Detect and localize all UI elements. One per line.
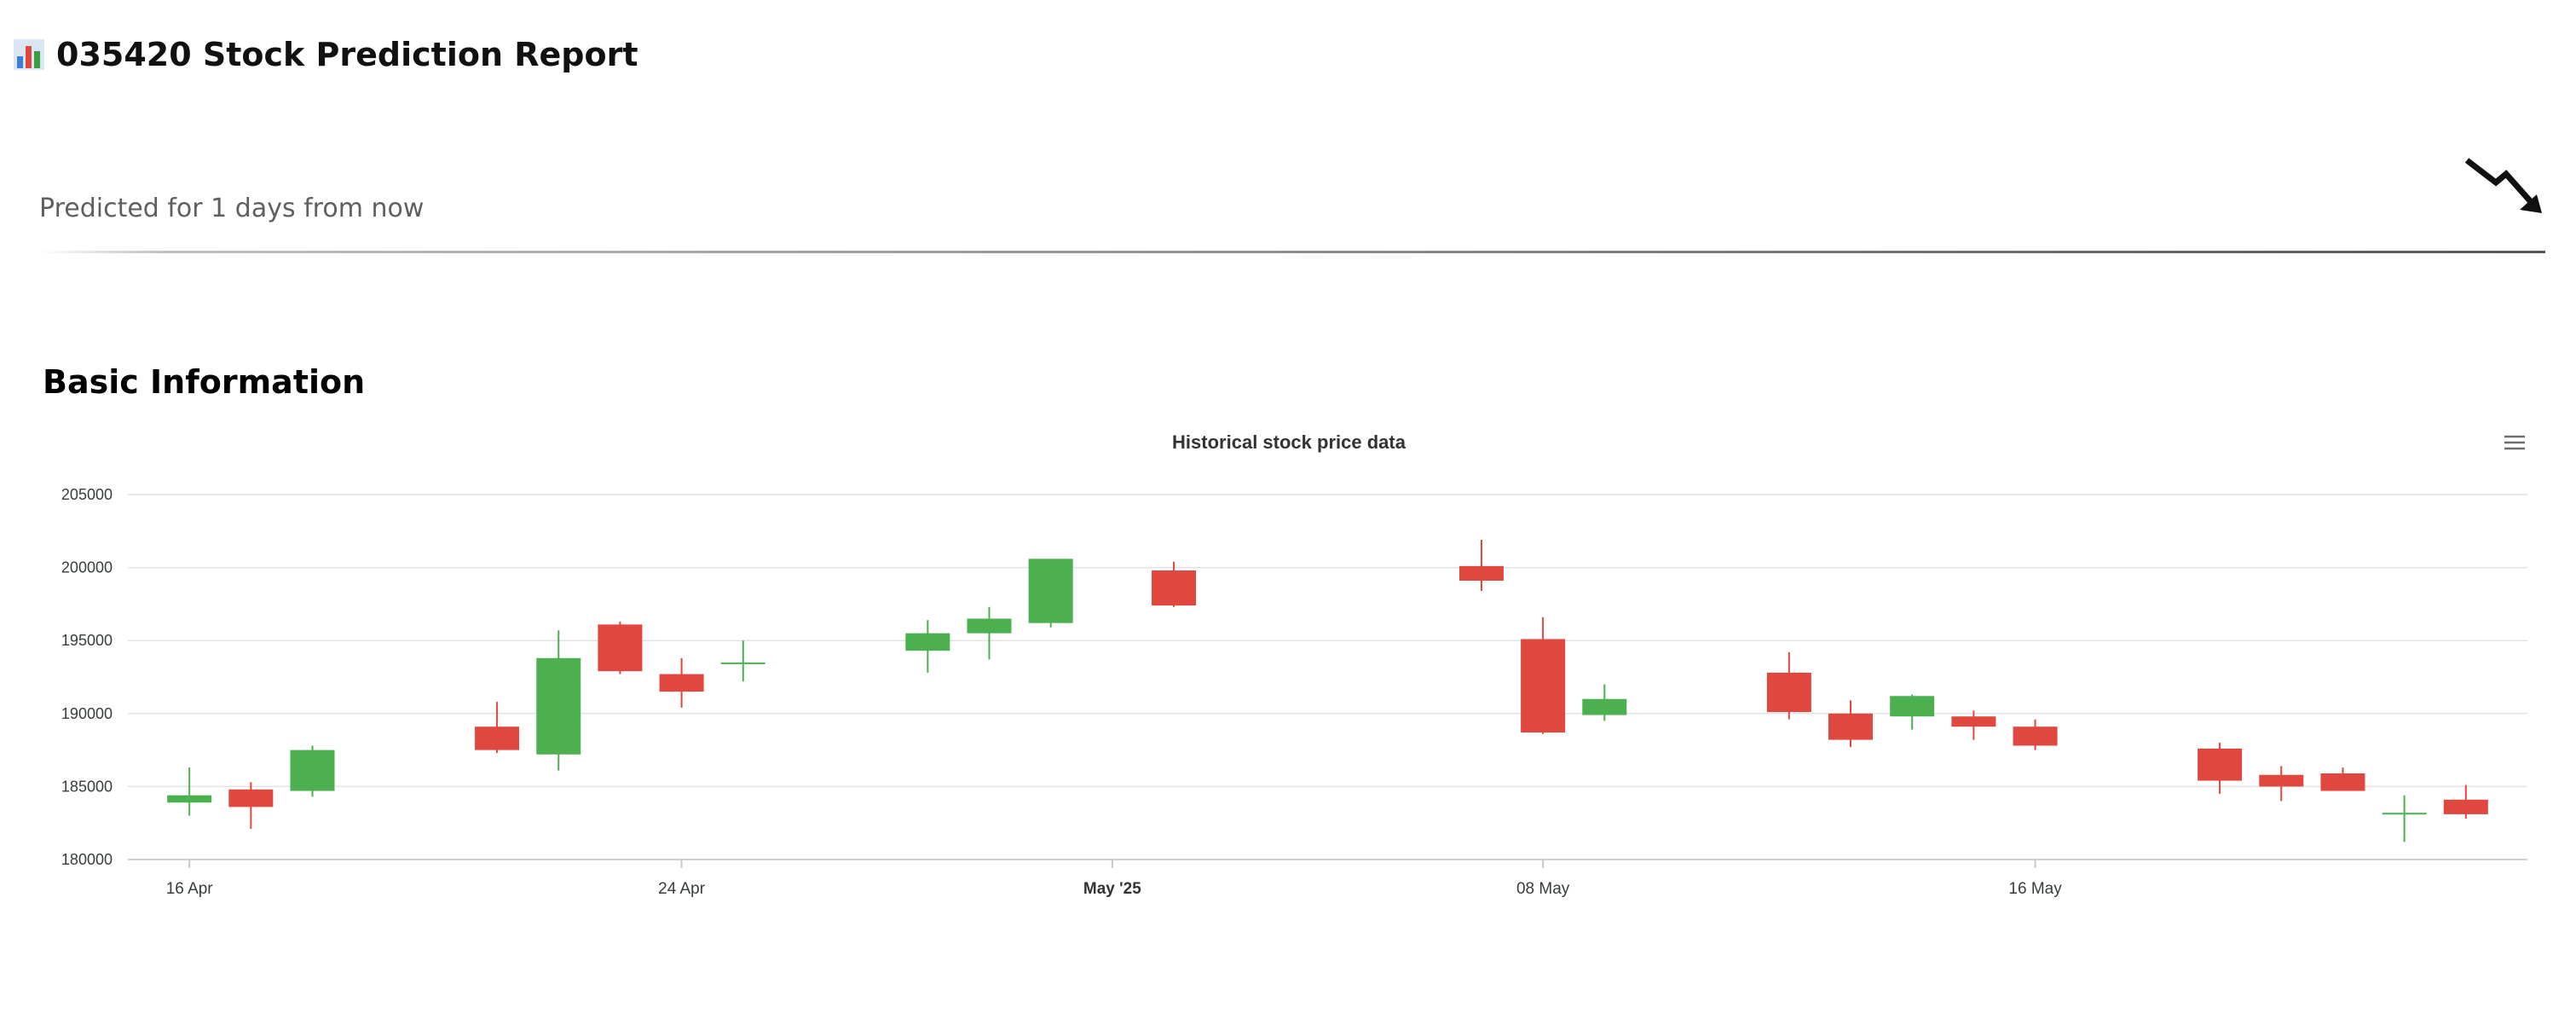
- candle-body: [1028, 559, 1073, 623]
- candle: [1521, 616, 1566, 734]
- candle-body: [2259, 774, 2304, 787]
- chart-title: Historical stock price data: [1172, 431, 1406, 453]
- candle: [1582, 684, 1627, 721]
- page-title: 035420 Stock Prediction Report: [14, 31, 638, 78]
- candle-body: [1458, 565, 1504, 582]
- candle: [2259, 766, 2304, 802]
- y-tick-label: 180000: [61, 851, 113, 868]
- candle: [2443, 784, 2488, 819]
- candle-body: [720, 662, 765, 664]
- candle-body: [167, 795, 212, 803]
- candle-body: [290, 750, 335, 791]
- y-tick-label: 190000: [61, 705, 113, 722]
- divider: [39, 251, 2545, 253]
- y-tick-label: 205000: [61, 486, 113, 503]
- candle: [1152, 561, 1197, 607]
- prediction-card: Predicted for 1 days from now: [39, 153, 2545, 254]
- section-heading-basic-information: Basic Information: [43, 363, 366, 401]
- candle-body: [2013, 726, 2058, 746]
- candle: [475, 702, 520, 754]
- x-tick-label: 16 Apr: [166, 880, 214, 898]
- candle: [1458, 540, 1504, 591]
- y-axis: 205000 200000 195000 190000 185000 180000: [61, 486, 113, 868]
- candle: [659, 657, 704, 708]
- candle: [2013, 719, 2058, 750]
- x-tick-label: 08 May: [1516, 880, 1570, 898]
- x-tick-label: May '25: [1083, 880, 1141, 898]
- candle: [720, 640, 765, 682]
- candle-body: [2443, 799, 2488, 814]
- chart-svg: Historical stock price data 205000 200000…: [61, 430, 2528, 898]
- candle-body: [1828, 713, 1874, 740]
- candle: [1951, 710, 1996, 740]
- grid: [128, 494, 2527, 860]
- candle: [1890, 694, 1935, 730]
- prediction-label: Predicted for 1 days from now: [39, 194, 425, 223]
- candles: [167, 540, 2488, 842]
- candle-body: [2320, 773, 2365, 791]
- candle: [1766, 651, 1811, 720]
- candle-body: [1890, 696, 1935, 717]
- page-title-text: 035420 Stock Prediction Report: [56, 36, 638, 73]
- candle-body: [2382, 813, 2427, 815]
- y-tick-label: 185000: [61, 778, 113, 795]
- candle: [167, 767, 212, 816]
- candle-body: [1152, 570, 1197, 606]
- candle: [536, 630, 581, 771]
- x-axis: 16 Apr 24 Apr May '25 08 May 16 May: [166, 860, 2062, 898]
- candle: [967, 606, 1012, 660]
- candle-body: [967, 618, 1012, 634]
- candle: [2198, 743, 2243, 794]
- y-tick-label: 195000: [61, 632, 113, 649]
- candle-body: [659, 674, 704, 692]
- candle-body: [228, 789, 274, 808]
- candle: [598, 621, 643, 674]
- candle: [290, 745, 335, 797]
- candle-body: [1951, 716, 1996, 727]
- candle-body: [475, 726, 520, 750]
- candlestick-chart: Historical stock price data 205000 200000…: [17, 418, 2557, 929]
- candle-body: [1582, 698, 1627, 715]
- candle-body: [536, 657, 581, 755]
- x-tick-label: 16 May: [2008, 880, 2062, 898]
- candle: [1028, 559, 1073, 628]
- candle-body: [1521, 639, 1566, 733]
- trend-down-arrow-icon: [2464, 158, 2542, 213]
- candle-body: [2198, 748, 2243, 781]
- candle: [2320, 767, 2365, 791]
- chart-menu-icon[interactable]: [2501, 430, 2528, 455]
- candle: [1828, 700, 1874, 748]
- candle: [2382, 795, 2427, 842]
- candle-body: [598, 624, 643, 672]
- bar-chart-icon: [14, 39, 44, 70]
- candle-body: [1766, 672, 1811, 713]
- candle-body: [905, 633, 950, 651]
- candle: [905, 620, 950, 673]
- candle: [228, 782, 274, 830]
- x-tick-label: 24 Apr: [658, 880, 706, 898]
- y-tick-label: 200000: [61, 559, 113, 576]
